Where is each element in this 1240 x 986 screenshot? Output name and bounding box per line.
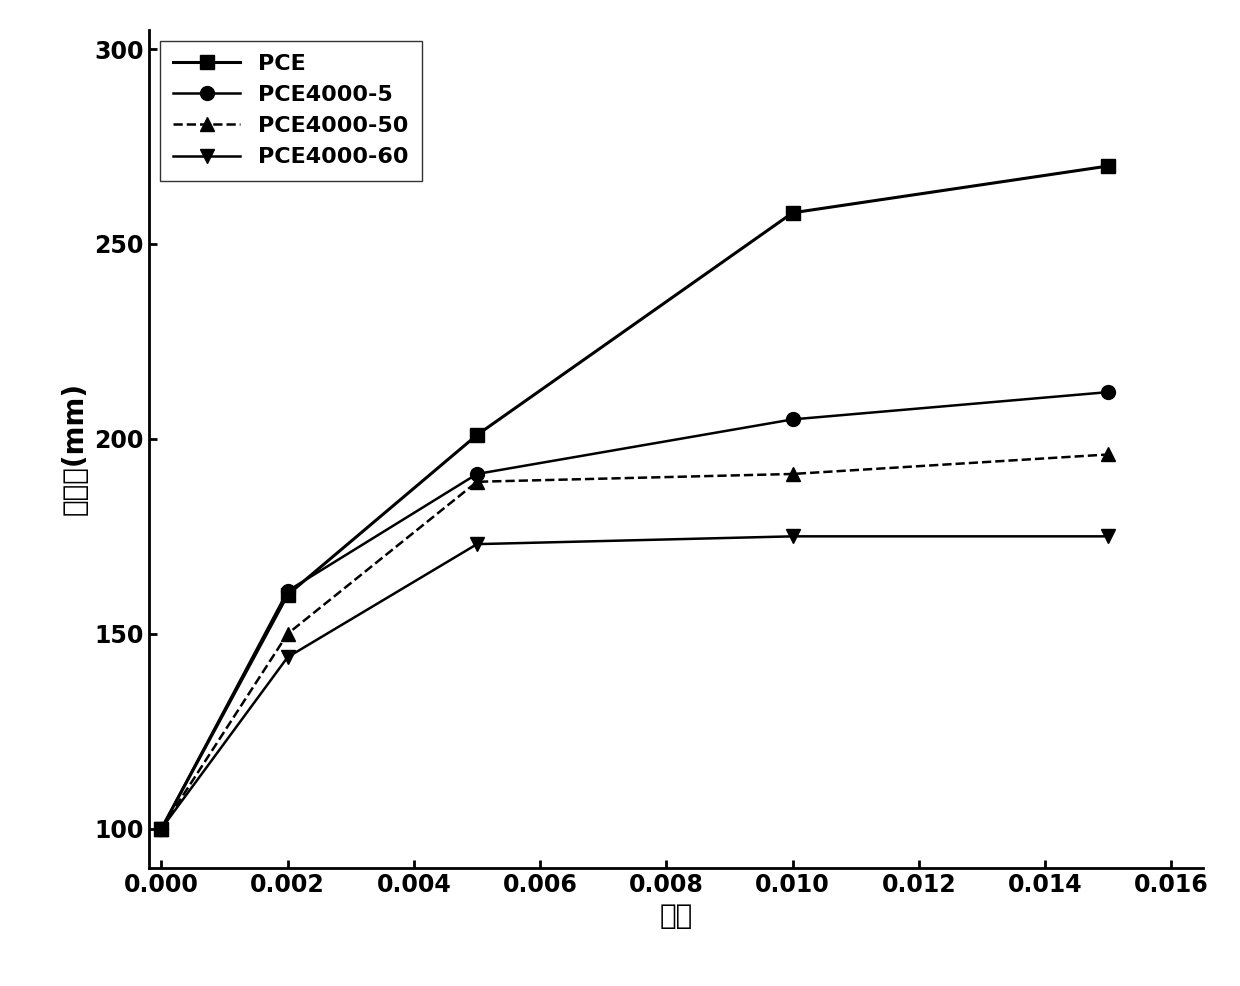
PCE4000-50 [470,476,485,488]
Line: PCE: PCE [155,159,1115,836]
Line: PCE4000-50: PCE4000-50 [155,448,1115,836]
Legend: PCE, PCE4000-5, PCE4000-50, PCE4000-60: PCE, PCE4000-5, PCE4000-50, PCE4000-60 [160,40,422,180]
PCE4000-60 [280,652,295,664]
PCE4000-50 [785,468,800,480]
PCE4000-5 [470,468,485,480]
Line: PCE4000-60: PCE4000-60 [155,529,1115,836]
PCE4000-50 [154,822,169,834]
PCE4000-50 [280,628,295,640]
PCE4000-60 [470,538,485,550]
PCE4000-60 [154,822,169,834]
PCE [470,429,485,441]
PCE4000-5 [785,413,800,425]
X-axis label: 掺量: 掺量 [660,902,692,930]
PCE4000-5 [154,822,169,834]
PCE4000-60 [1101,530,1116,542]
PCE4000-60 [785,530,800,542]
PCE [785,207,800,219]
PCE [1101,160,1116,172]
PCE4000-5 [1101,387,1116,398]
PCE [280,589,295,600]
Y-axis label: 流动度(mm): 流动度(mm) [61,382,89,516]
Line: PCE4000-5: PCE4000-5 [155,386,1115,836]
PCE4000-5 [280,585,295,597]
PCE [154,822,169,834]
PCE4000-50 [1101,449,1116,460]
